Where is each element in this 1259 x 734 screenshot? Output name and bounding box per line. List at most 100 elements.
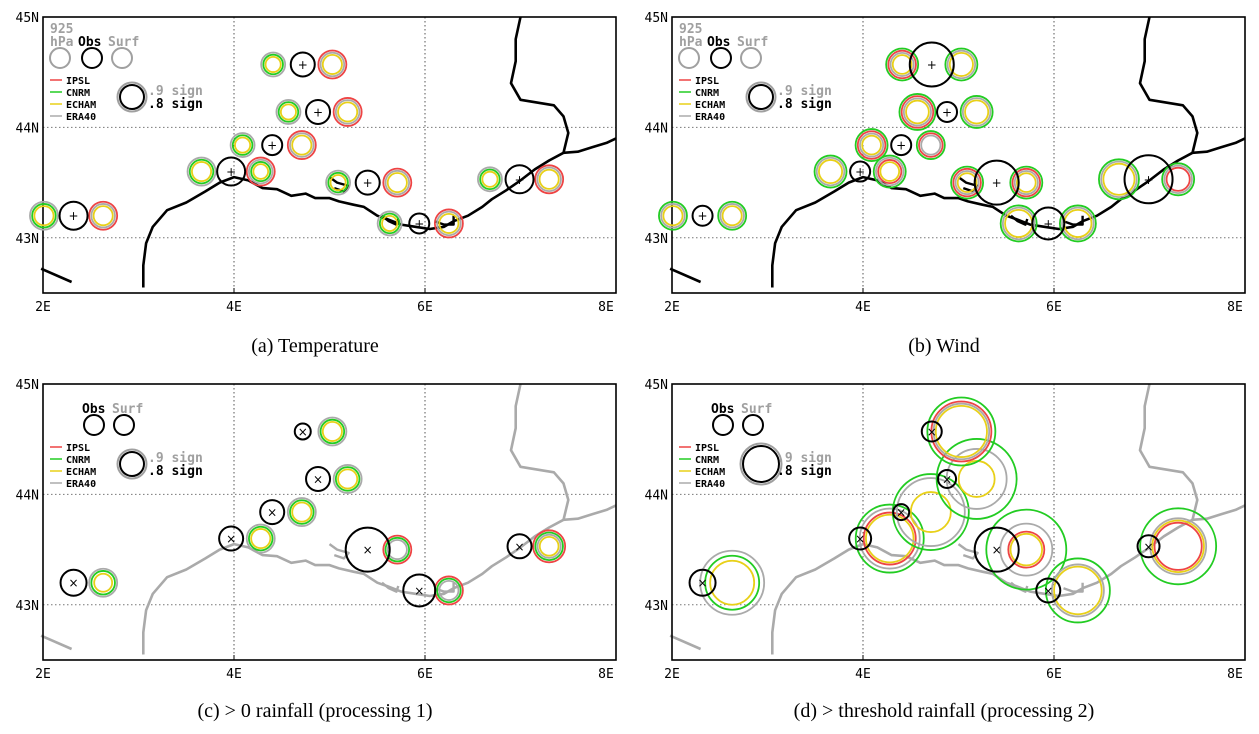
model-circle-cnrm bbox=[1044, 557, 1111, 624]
legend-obs-circle bbox=[81, 47, 103, 69]
model-circle-ipsl bbox=[887, 49, 917, 80]
x-tick-label: 4E bbox=[855, 667, 871, 682]
x-tick-label: 4E bbox=[226, 667, 242, 682]
obs-circle bbox=[408, 212, 431, 235]
x-tick-label: 6E bbox=[417, 300, 433, 315]
obs-circle bbox=[1123, 154, 1174, 205]
map-frame bbox=[42, 16, 617, 294]
model-circle-echam bbox=[818, 159, 844, 185]
model-circle-echam bbox=[861, 134, 882, 156]
model-circle-echam bbox=[964, 99, 990, 125]
obs-marker: × bbox=[69, 576, 79, 590]
obs-circle bbox=[506, 533, 533, 560]
obs-marker: × bbox=[515, 540, 525, 554]
model-circle-era40 bbox=[325, 169, 351, 196]
model-circle-echam bbox=[234, 136, 252, 154]
model-circle-cnrm bbox=[378, 212, 401, 235]
model-circle-ipsl bbox=[856, 130, 887, 160]
legend-surf-circle bbox=[742, 414, 764, 436]
model-circle-echam bbox=[865, 513, 915, 564]
obs-circle bbox=[688, 568, 717, 597]
model-circle-era40 bbox=[999, 522, 1054, 577]
model-circle-cnrm bbox=[262, 53, 284, 76]
obs-circle bbox=[305, 465, 332, 492]
obs-marker: + bbox=[363, 176, 373, 190]
legend-sign9-circle bbox=[739, 442, 783, 486]
obs-circle bbox=[1136, 534, 1161, 559]
lagoon-line bbox=[957, 543, 979, 560]
model-circle-cnrm bbox=[813, 154, 848, 189]
model-circle-era40 bbox=[477, 166, 503, 193]
obs-circle bbox=[691, 204, 714, 227]
legend-level-bottom: hPa bbox=[50, 35, 74, 50]
legend-sign8-label: .8 sign bbox=[777, 464, 832, 479]
obs-circle bbox=[890, 134, 913, 157]
legend-label-cnrm: CNRM bbox=[695, 455, 719, 466]
model-circle-era40 bbox=[536, 533, 562, 559]
map-panel-rainfall-1: 2E 4E 6E 8E 45N 44N 43N Obs Surf IPSL CNRM ECHAM ERA… bbox=[0, 367, 630, 734]
model-circle-cnrm bbox=[717, 200, 748, 231]
x-tick-label: 6E bbox=[1046, 300, 1062, 315]
model-circle-era40 bbox=[186, 156, 217, 187]
station: × bbox=[935, 438, 1018, 520]
model-circle-era40 bbox=[438, 579, 460, 601]
model-circle-cnrm bbox=[898, 93, 937, 131]
y-tick-label: 45N bbox=[16, 378, 39, 393]
y-tick-label: 43N bbox=[16, 599, 39, 614]
model-circle-echam bbox=[321, 53, 343, 75]
lagoon-line bbox=[381, 581, 400, 593]
obs-marker: + bbox=[855, 165, 865, 179]
legend-sign8-circle bbox=[748, 84, 774, 110]
model-circle-cnrm bbox=[1098, 158, 1140, 201]
model-circle-echam bbox=[891, 54, 913, 75]
model-circle-echam bbox=[279, 103, 297, 121]
model-circle-echam bbox=[191, 161, 213, 183]
legend-surf-label: Surf bbox=[108, 35, 139, 50]
model-circle-echam bbox=[337, 468, 359, 490]
model-circle-echam bbox=[33, 205, 55, 227]
obs-circle bbox=[848, 526, 873, 551]
legend-obs-label: Obs bbox=[711, 402, 734, 417]
model-circle-era40 bbox=[946, 49, 977, 80]
model-circle-era40 bbox=[90, 203, 116, 229]
station: × bbox=[259, 497, 317, 527]
x-tick-label: 6E bbox=[417, 667, 433, 682]
station: × bbox=[344, 526, 413, 573]
model-circle-cnrm bbox=[1009, 165, 1044, 200]
station: × bbox=[1136, 507, 1218, 586]
model-circle-echam bbox=[291, 134, 313, 156]
legend-sign8-circle bbox=[119, 84, 145, 110]
station: × bbox=[305, 464, 363, 494]
model-circle-ipsl bbox=[286, 130, 317, 160]
model-circle-ipsl bbox=[952, 167, 982, 198]
model-circle-ipsl bbox=[332, 97, 363, 127]
model-circle-echam bbox=[905, 99, 930, 125]
model-circle-era40 bbox=[889, 51, 915, 77]
map-frame bbox=[42, 383, 617, 661]
station: × bbox=[506, 529, 567, 564]
x-tick-label: 8E bbox=[598, 300, 614, 315]
model-circle-era40 bbox=[858, 507, 921, 570]
model-circle-era40 bbox=[1100, 160, 1138, 198]
obs-marker: × bbox=[313, 472, 323, 486]
model-circle-echam bbox=[879, 161, 901, 182]
caption-temperature: (a) Temperature bbox=[251, 335, 379, 357]
coastline bbox=[669, 267, 702, 284]
model-circle-era40 bbox=[286, 497, 317, 527]
y-tick-label: 43N bbox=[16, 232, 39, 247]
model-circle-cnrm bbox=[248, 525, 274, 552]
y-tick-label: 45N bbox=[645, 378, 668, 393]
model-circle-ipsl bbox=[1011, 167, 1042, 198]
map-panel-wind: 2E 4E 6E 8E 45N 44N 43N 925 hPa Obs Surf IPSL CNRM EC… bbox=[629, 0, 1259, 367]
model-circle-ipsl bbox=[534, 164, 565, 195]
station: × bbox=[688, 549, 766, 616]
border-line bbox=[509, 16, 570, 154]
legend-label-ipsl: IPSL bbox=[66, 76, 90, 87]
model-circle-cnrm bbox=[926, 396, 997, 467]
legend-obs-label: Obs bbox=[707, 35, 730, 50]
obs-circle bbox=[259, 499, 286, 526]
model-circle-ipsl bbox=[88, 200, 119, 231]
obs-circle bbox=[261, 134, 284, 157]
